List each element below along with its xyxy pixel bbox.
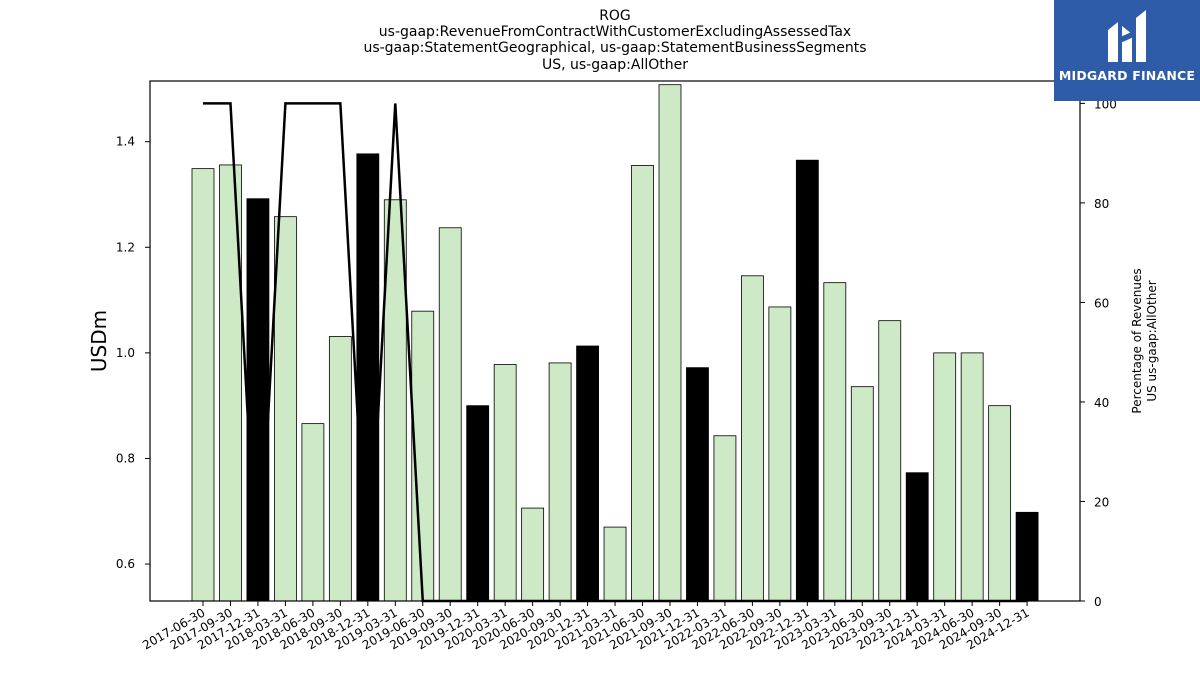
- y-tick-label: 0.8: [116, 451, 135, 465]
- y2-tick-label: 60: [1094, 296, 1109, 310]
- title-line-4: US, us-gaap:AllOther: [542, 57, 688, 73]
- bars-group: [191, 84, 1039, 602]
- title-line-2: us-gaap:RevenueFromContractWithCustomerE…: [379, 24, 851, 40]
- y2-tick-label: 20: [1094, 495, 1109, 509]
- bar-2020-06-30: [521, 507, 545, 602]
- bar-2018-03-31: [274, 216, 297, 602]
- bar-2017-06-30: [191, 168, 215, 602]
- midgard-logo-icon: [1108, 10, 1146, 62]
- logo-text: MIDGARD FINANCE: [1058, 68, 1196, 83]
- bar-2024-09-30: [988, 405, 1012, 602]
- y2-tick-label: 0: [1094, 595, 1102, 609]
- bar-2023-12-31: [905, 472, 929, 602]
- bar-2017-12-31: [246, 198, 270, 602]
- y-tick-label: 1.0: [116, 346, 135, 360]
- percentage-line-group: [203, 102, 1028, 603]
- bar-2021-12-31: [686, 367, 709, 602]
- bar-2022-09-30: [768, 306, 792, 602]
- y2-tick-label: 80: [1094, 197, 1109, 211]
- bar-2018-09-30: [328, 336, 352, 602]
- bar-2018-06-30: [301, 423, 325, 602]
- bar-2021-09-30: [658, 84, 682, 602]
- logo: MIDGARD FINANCE: [1054, 0, 1200, 101]
- bar-2024-06-30: [960, 352, 984, 602]
- y-tick-label: 0.6: [116, 557, 135, 571]
- title-line-3: us-gaap:StatementGeographical, us-gaap:S…: [363, 40, 866, 56]
- bar-2020-03-31: [493, 364, 517, 602]
- y-tick-label: 1.2: [116, 240, 135, 254]
- bar-2023-03-31: [823, 282, 847, 602]
- y2-tick-label: 40: [1094, 396, 1109, 410]
- bar-2023-06-30: [850, 386, 874, 602]
- bar-2021-03-31: [603, 526, 627, 602]
- bar-2024-12-31: [1015, 511, 1039, 602]
- bar-2022-06-30: [741, 275, 764, 602]
- title-line-1: ROG: [599, 8, 631, 24]
- chart-title: ROG us-gaap:RevenueFromContractWithCusto…: [363, 8, 866, 73]
- bar-2023-09-30: [878, 320, 902, 602]
- y2-axis-label-line-2: US us-gaap:AllOther: [1145, 280, 1159, 401]
- bar-2022-03-31: [713, 435, 737, 602]
- bar-2024-03-31: [933, 352, 957, 602]
- y2-axis-label-line-1: Percentage of Revenues: [1130, 268, 1144, 413]
- bar-2020-12-31: [576, 345, 599, 602]
- bar-2020-09-30: [548, 362, 572, 602]
- bar-2021-06-30: [631, 165, 654, 602]
- bar-2018-12-31: [356, 153, 380, 602]
- y-tick-label: 1.4: [116, 135, 135, 149]
- bar-2019-12-31: [466, 405, 490, 602]
- y-axis-label: USDm: [87, 310, 111, 372]
- bar-2022-12-31: [795, 159, 819, 602]
- percentage-line: [203, 102, 1028, 603]
- bar-2019-09-30: [438, 227, 462, 602]
